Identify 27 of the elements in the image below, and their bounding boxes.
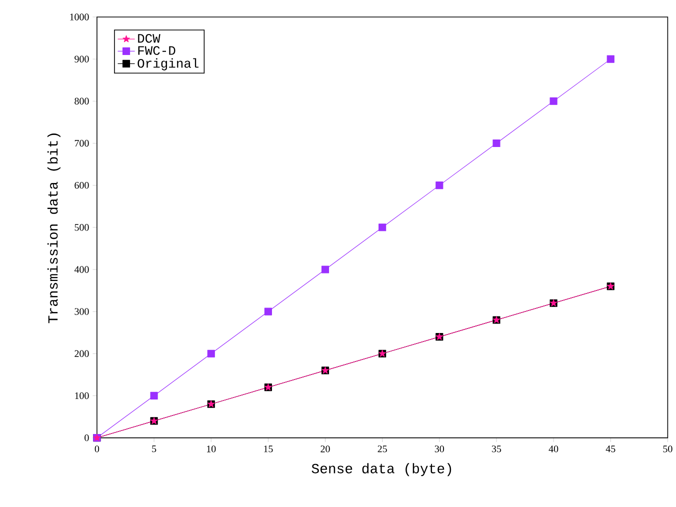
x-axis-title: Sense data (byte) — [312, 463, 452, 476]
x-tick-label: 15 — [264, 446, 273, 452]
x-tick-label: 5 — [152, 446, 156, 452]
x-tick-label: 20 — [320, 446, 330, 452]
y-tick-label: 800 — [74, 98, 89, 105]
y-tick-label: 500 — [74, 224, 89, 231]
x-tick-label: 0 — [94, 446, 100, 452]
y-tick-label: 900 — [74, 56, 89, 63]
x-tick-label: 50 — [663, 446, 672, 452]
y-tick-label: 100 — [75, 392, 89, 400]
y-tick-label: 0 — [84, 434, 89, 442]
legend-label: FWC-D — [138, 46, 176, 56]
y-tick-label: 300 — [74, 308, 89, 316]
y-tick-label: 700 — [74, 140, 89, 147]
x-tick-label: 40 — [548, 446, 558, 452]
y-tick-label: 1000 — [70, 14, 89, 20]
y-tick-label: 400 — [74, 266, 89, 273]
legend-label: Original — [138, 58, 198, 70]
legend-label: DCW — [138, 34, 160, 43]
x-tick-label: 30 — [434, 446, 444, 452]
x-tick-label: 45 — [606, 446, 616, 452]
x-tick-label: 25 — [378, 446, 387, 452]
x-tick-label: 10 — [207, 446, 216, 452]
x-tick-label: 35 — [492, 446, 502, 452]
y-tick-label: 600 — [74, 182, 89, 189]
y-tick-label: 200 — [74, 350, 89, 358]
y-axis-title: Transmission data (bit) — [47, 134, 60, 324]
